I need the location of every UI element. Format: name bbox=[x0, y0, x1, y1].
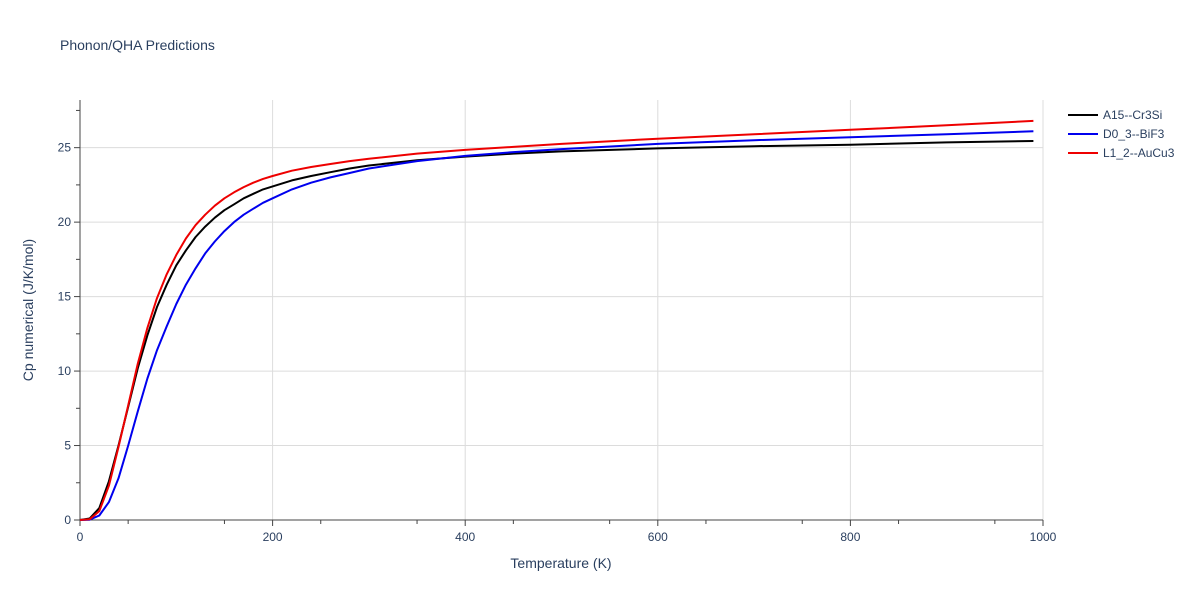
series-line-0 bbox=[79, 140, 1034, 521]
legend-item[interactable]: D0_3--BiF3 bbox=[1068, 127, 1165, 141]
series-line-2 bbox=[79, 119, 1034, 521]
x-tick-label: 0 bbox=[77, 530, 84, 544]
y-tick-label: 10 bbox=[58, 364, 72, 378]
chart-title: Phonon/QHA Predictions bbox=[60, 37, 215, 53]
x-tick-label: 800 bbox=[840, 530, 860, 544]
x-tick-label: 600 bbox=[648, 530, 668, 544]
series-lines bbox=[79, 119, 1034, 521]
legend-label: L1_2--AuCu3 bbox=[1103, 146, 1175, 160]
axes bbox=[79, 100, 1043, 521]
x-ticks: 0 200 400 600 800 1000 bbox=[77, 520, 1057, 544]
x-tick-label: 400 bbox=[455, 530, 475, 544]
legend[interactable]: A15--Cr3Si D0_3--BiF3 L1_2--AuCu3 bbox=[1068, 108, 1175, 160]
series-line-1 bbox=[79, 130, 1034, 521]
y-axis-label: Cp numerical (J/K/mol) bbox=[20, 239, 36, 381]
y-ticks: 0 5 10 15 20 25 bbox=[58, 109, 80, 527]
legend-item[interactable]: L1_2--AuCu3 bbox=[1068, 146, 1175, 160]
y-tick-label: 0 bbox=[64, 513, 71, 527]
legend-label: D0_3--BiF3 bbox=[1103, 127, 1165, 141]
y-tick-label: 5 bbox=[64, 439, 71, 453]
y-tick-label: 20 bbox=[58, 215, 72, 229]
y-tick-label: 15 bbox=[58, 290, 72, 304]
x-tick-label: 1000 bbox=[1030, 530, 1057, 544]
y-tick-label: 25 bbox=[58, 141, 72, 155]
x-axis-label: Temperature (K) bbox=[510, 555, 611, 571]
x-tick-label: 200 bbox=[263, 530, 283, 544]
legend-item[interactable]: A15--Cr3Si bbox=[1068, 108, 1162, 122]
grid bbox=[80, 100, 1044, 520]
legend-label: A15--Cr3Si bbox=[1103, 108, 1162, 122]
